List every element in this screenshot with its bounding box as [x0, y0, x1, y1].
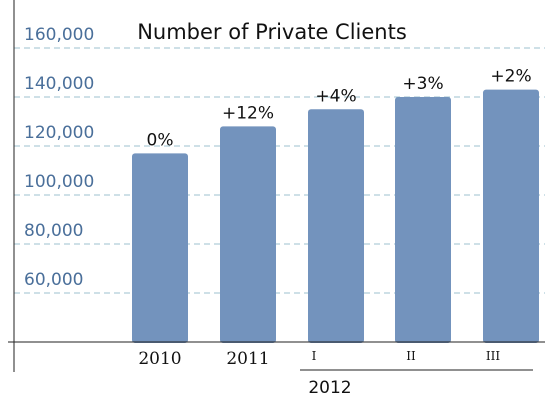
y-tick-label: 140,000 [24, 74, 94, 94]
bar [132, 153, 188, 343]
grid-lines [14, 47, 545, 294]
bar-data-label: +3% [402, 74, 443, 94]
y-tick-label: 80,000 [24, 221, 83, 241]
x-tick-label: I [312, 349, 317, 363]
bar-data-label: 0% [147, 130, 174, 150]
x-tick-label: II [406, 349, 416, 363]
y-tick-label: 160,000 [24, 25, 94, 45]
y-tick-label: 100,000 [24, 172, 94, 192]
x-tick-labels: 2010 2011 I II III [138, 349, 500, 369]
y-tick-label: 60,000 [24, 270, 83, 290]
bar [483, 89, 539, 344]
x-tick-label: 2011 [226, 349, 269, 369]
chart-title: Number of Private Clients [137, 20, 407, 44]
y-tick-label: 120,000 [24, 123, 94, 143]
bar-data-label: +2% [490, 67, 531, 87]
bar [308, 109, 364, 343]
bar [220, 126, 276, 344]
x-group-label: 2012 [308, 378, 351, 398]
x-tick-label: III [486, 349, 500, 363]
bar-data-label: +4% [315, 86, 356, 106]
bar [395, 97, 451, 343]
bar-data-label: +12% [222, 103, 274, 123]
y-tick-labels: 60,000 80,000 100,000 120,000 140,000 160,000 [24, 25, 94, 290]
x-tick-label: 2010 [138, 349, 181, 369]
bars-layer: 0% +12% +4% +3% +2% [132, 67, 539, 344]
